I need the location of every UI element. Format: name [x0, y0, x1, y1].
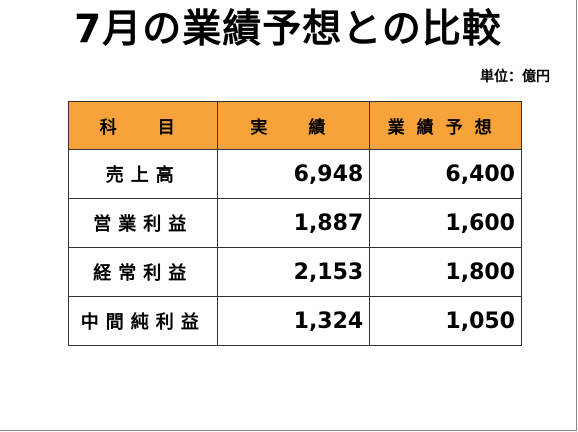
header-forecast: 業績予想 — [369, 101, 522, 150]
row-forecast: 1,800 — [369, 247, 522, 297]
header-actual: 実 績 — [217, 101, 371, 150]
row-actual: 1,324 — [217, 296, 371, 346]
table-row: 中間純利益 1,324 1,050 — [67, 296, 522, 346]
table-header-row: 科 目 実 績 業績予想 — [67, 101, 522, 150]
comparison-table: 科 目 実 績 業績予想 売上高 6,948 6,400 営業利益 1,887 … — [67, 101, 522, 346]
row-forecast: 1,600 — [369, 198, 522, 248]
slide-title: 7月の業績予想との比較 — [74, 7, 502, 52]
row-item: 営業利益 — [67, 198, 219, 248]
row-forecast: 1,050 — [369, 296, 522, 346]
row-item: 経常利益 — [67, 247, 219, 297]
row-forecast: 6,400 — [369, 149, 522, 199]
header-item: 科 目 — [67, 101, 219, 150]
table-row: 経常利益 2,153 1,800 — [67, 247, 522, 297]
table-row: 営業利益 1,887 1,600 — [67, 198, 522, 248]
row-actual: 1,887 — [217, 198, 371, 248]
row-item: 中間純利益 — [67, 296, 219, 346]
row-actual: 6,948 — [217, 149, 371, 199]
row-actual: 2,153 — [217, 247, 371, 297]
row-item: 売上高 — [67, 149, 219, 199]
table-row: 売上高 6,948 6,400 — [67, 149, 522, 199]
unit-label: 単位：億円 — [480, 69, 550, 85]
